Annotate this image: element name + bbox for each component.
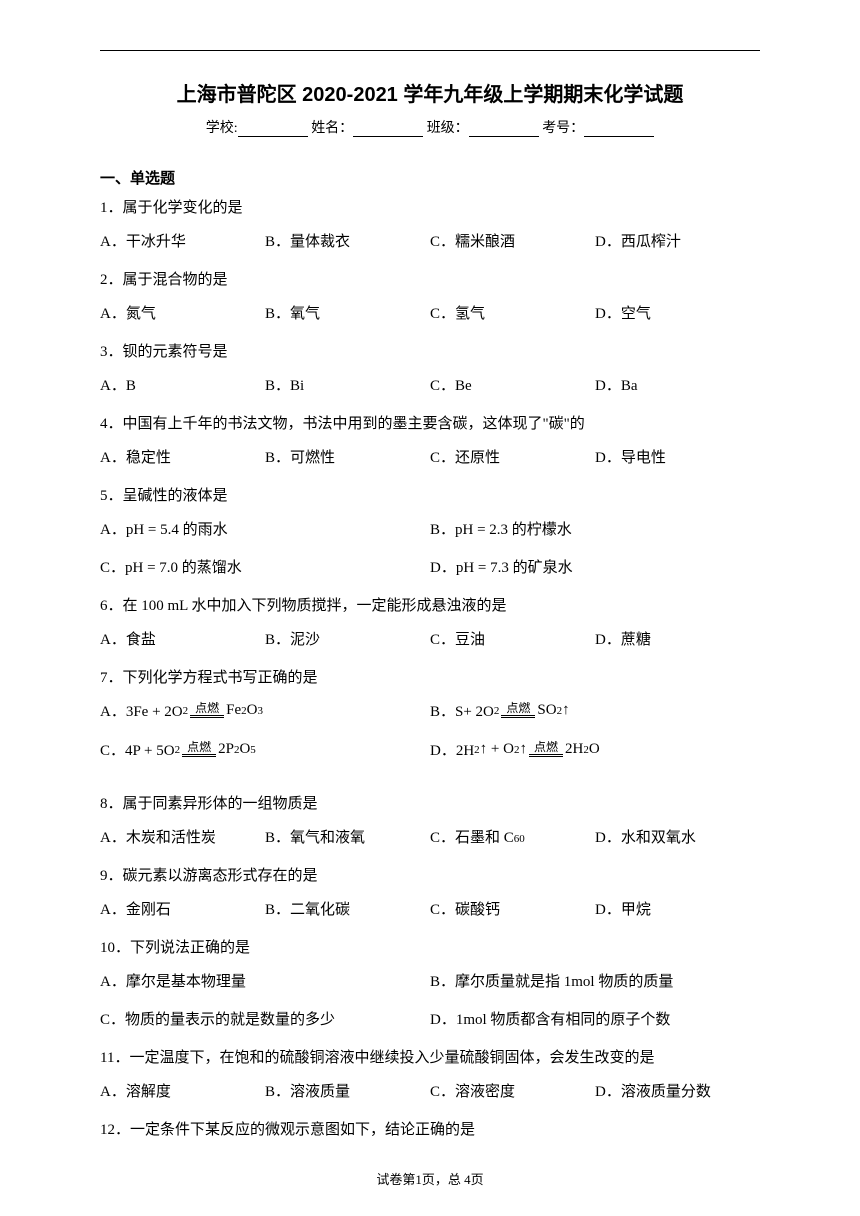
q6-d: D．蔗糖 [595,628,760,652]
q7-b: B．S+ 2O2 点燃 SO2↑ [430,700,760,721]
q5-c: C．pH = 7.0 的蒸馏水 [100,556,430,580]
q11-d: D．溶液质量分数 [595,1080,760,1104]
q1-options: A．干冰升华 B．量体裁衣 C．糯米酿酒 D．西瓜榨汁 [100,230,760,254]
q8-b: B．氧气和液氧 [265,826,430,850]
exam-no-label: 考号： [542,121,584,136]
class-label: 班级： [427,121,469,136]
q4-b: B．可燃性 [265,446,430,470]
q4-a: A．稳定性 [100,446,265,470]
q3-c: C．Be [430,374,595,398]
q7-a: A．3Fe + 2O2 点燃 Fe2O3 [100,700,430,721]
q5-options-1: A．pH = 5.4 的雨水 B．pH = 2.3 的柠檬水 [100,518,760,542]
q4-c: C．还原性 [430,446,595,470]
q10-b: B．摩尔质量就是指 1mol 物质的质量 [430,970,760,994]
top-line [100,50,760,51]
q5-text: 5．呈碱性的液体是 [100,484,760,508]
q2-d: D．空气 [595,302,760,326]
q10-text: 10．下列说法正确的是 [100,936,760,960]
q2-a: A．氮气 [100,302,265,326]
q3-d: D．Ba [595,374,760,398]
school-blank [238,123,308,137]
q11-c: C．溶液密度 [430,1080,595,1104]
q10-d: D．1mol 物质都含有相同的原子个数 [430,1008,760,1032]
q1-text: 1．属于化学变化的是 [100,196,760,220]
q1-a: A．干冰升华 [100,230,265,254]
page-title: 上海市普陀区 2020-2021 学年九年级上学期期末化学试题 [100,78,760,107]
q3-options: A．B B．Bi C．Be D．Ba [100,374,760,398]
q1-c: C．糯米酿酒 [430,230,595,254]
q9-b: B．二氧化碳 [265,898,430,922]
q2-c: C．氢气 [430,302,595,326]
q8-text: 8．属于同素异形体的一组物质是 [100,792,760,816]
name-label: 姓名： [311,121,353,136]
reaction-arrow: 点燃 [190,702,224,719]
q4-options: A．稳定性 B．可燃性 C．还原性 D．导电性 [100,446,760,470]
q9-options: A．金刚石 B．二氧化碳 C．碳酸钙 D．甲烷 [100,898,760,922]
exam-no-blank [584,123,654,137]
reaction-arrow: 点燃 [182,741,216,758]
q8-a: A．木炭和活性炭 [100,826,265,850]
q5-options-2: C．pH = 7.0 的蒸馏水 D．pH = 7.3 的矿泉水 [100,556,760,580]
q3-a: A．B [100,374,265,398]
school-label: 学校: [206,121,238,136]
q9-text: 9．碳元素以游离态形式存在的是 [100,864,760,888]
q7-c: C．4P + 5O2 点燃 2P2O5 [100,739,430,760]
q4-text: 4．中国有上千年的书法文物，书法中用到的墨主要含碳，这体现了"碳"的 [100,412,760,436]
q7-options: A．3Fe + 2O2 点燃 Fe2O3 B．S+ 2O2 点燃 SO2↑ C．… [100,700,760,778]
q5-b: B．pH = 2.3 的柠檬水 [430,518,760,542]
q2-options: A．氮气 B．氧气 C．氢气 D．空气 [100,302,760,326]
q8-c: C．石墨和 C60 [430,826,595,850]
q5-d: D．pH = 7.3 的矿泉水 [430,556,760,580]
q4-d: D．导电性 [595,446,760,470]
q11-text: 11．一定温度下，在饱和的硫酸铜溶液中继续投入少量硫酸铜固体，会发生改变的是 [100,1046,760,1070]
q3-text: 3．钡的元素符号是 [100,340,760,364]
q6-options: A．食盐 B．泥沙 C．豆油 D．蔗糖 [100,628,760,652]
q5-a: A．pH = 5.4 的雨水 [100,518,430,542]
section-header: 一、单选题 [100,167,760,188]
q12-text: 12．一定条件下某反应的微观示意图如下，结论正确的是 [100,1118,760,1142]
q6-c: C．豆油 [430,628,595,652]
q10-a: A．摩尔是基本物理量 [100,970,430,994]
q10-options-1: A．摩尔是基本物理量 B．摩尔质量就是指 1mol 物质的质量 [100,970,760,994]
q11-b: B．溶液质量 [265,1080,430,1104]
q1-b: B．量体裁衣 [265,230,430,254]
q8-d: D．水和双氧水 [595,826,760,850]
q7-d: D．2H2↑ + O2↑ 点燃 2H2O [430,739,760,760]
q8-options: A．木炭和活性炭 B．氧气和液氧 C．石墨和 C60 D．水和双氧水 [100,826,760,850]
reaction-arrow: 点燃 [501,702,535,719]
q1-d: D．西瓜榨汁 [595,230,760,254]
q11-a: A．溶解度 [100,1080,265,1104]
q10-c: C．物质的量表示的就是数量的多少 [100,1008,430,1032]
q6-b: B．泥沙 [265,628,430,652]
q9-a: A．金刚石 [100,898,265,922]
name-blank [353,123,423,137]
reaction-arrow: 点燃 [529,741,563,758]
q11-options: A．溶解度 B．溶液质量 C．溶液密度 D．溶液质量分数 [100,1080,760,1104]
q9-d: D．甲烷 [595,898,760,922]
class-blank [469,123,539,137]
q6-a: A．食盐 [100,628,265,652]
student-info: 学校: 姓名： 班级： 考号： [100,117,760,137]
q7-text: 7．下列化学方程式书写正确的是 [100,666,760,690]
q3-b: B．Bi [265,374,430,398]
q10-options-2: C．物质的量表示的就是数量的多少 D．1mol 物质都含有相同的原子个数 [100,1008,760,1032]
page-footer: 试卷第1页，总 4页 [0,1169,860,1188]
q2-b: B．氧气 [265,302,430,326]
q6-text: 6．在 100 mL 水中加入下列物质搅拌，一定能形成悬浊液的是 [100,594,760,618]
q2-text: 2．属于混合物的是 [100,268,760,292]
q9-c: C．碳酸钙 [430,898,595,922]
